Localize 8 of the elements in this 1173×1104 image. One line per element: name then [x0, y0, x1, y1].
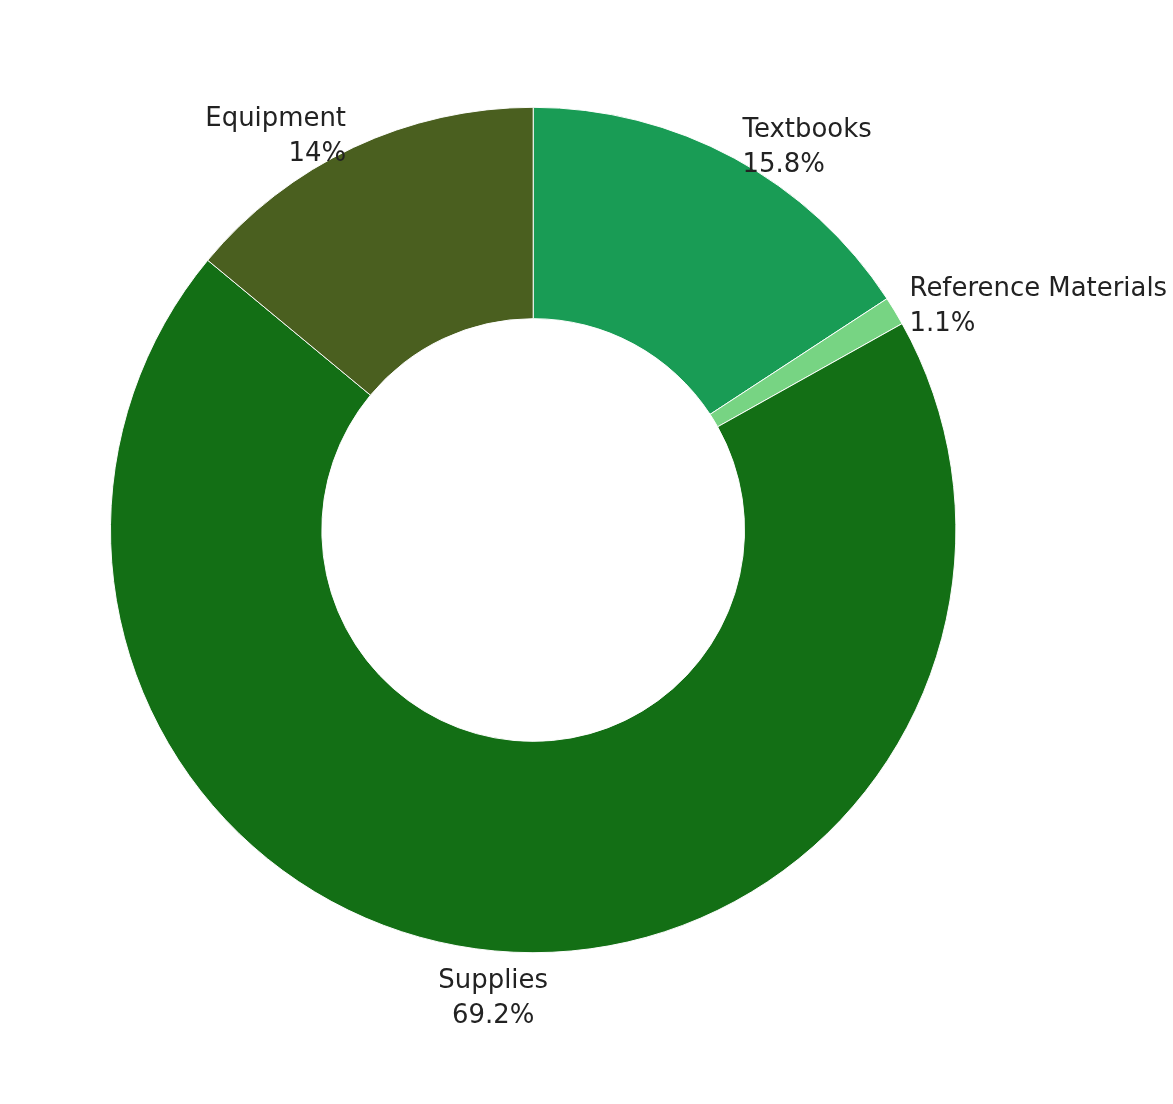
slice-label: Equipment — [205, 102, 347, 133]
slice-label: Textbooks — [741, 113, 872, 144]
data-label: 15.8% — [742, 147, 825, 178]
data-label: 69.2% — [452, 998, 535, 1029]
slice-label: Reference Materials — [909, 272, 1168, 303]
data-label: 14% — [288, 136, 347, 167]
slice-label: Supplies — [438, 964, 549, 995]
data-label: 1.1% — [909, 306, 976, 337]
